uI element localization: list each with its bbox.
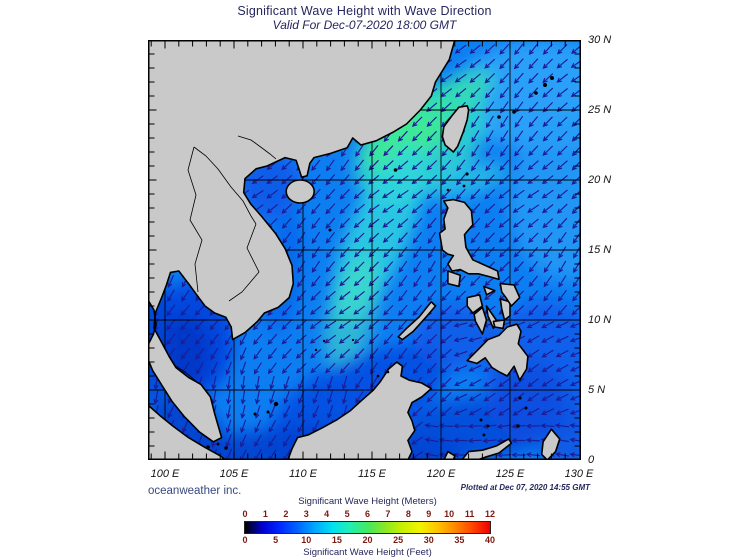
- island-hainan: [285, 179, 315, 204]
- land-masses: [147, 39, 561, 461]
- plotted-timestamp: Plotted at Dec 07, 2020 14:55 GMT: [460, 483, 590, 492]
- island-bohol: [492, 319, 506, 330]
- colorbar-tick: 30: [423, 535, 434, 545]
- colorbar-tick: 7: [385, 509, 391, 519]
- island-taiwan: [441, 105, 470, 153]
- colorbar-tick: 10: [301, 535, 312, 545]
- landmass-china-indochina-malay: [147, 39, 456, 443]
- lat-label: 10 N: [588, 314, 612, 326]
- colorbar-tick: 1: [262, 509, 268, 519]
- island-samar: [499, 282, 521, 307]
- colorbar-gradient: [244, 521, 491, 534]
- degree-ticks: [149, 41, 580, 459]
- colorbar-tick: 20: [362, 535, 373, 545]
- country-borders: [173, 135, 277, 382]
- island-mindoro: [447, 270, 462, 288]
- lon-label: 110 E: [289, 468, 317, 480]
- colorbar-tick: 0: [242, 535, 248, 545]
- map-frame: [148, 40, 581, 460]
- map-panel: [147, 39, 581, 461]
- lon-label: 105 E: [219, 468, 249, 480]
- island-panay: [466, 294, 484, 314]
- island-halmahera: [540, 428, 561, 461]
- island-mindanao: [466, 323, 529, 382]
- colorbar-tick: 12: [484, 509, 495, 519]
- lat-label: 25 N: [588, 104, 612, 116]
- colorbar-tick: 40: [484, 535, 495, 545]
- colorbar-meters-label: Significant Wave Height (Meters): [298, 496, 437, 507]
- small-island-specks: [206, 76, 554, 450]
- lat-label: 5 N: [588, 384, 606, 396]
- colorbar-tick: 8: [405, 509, 411, 519]
- colorbar-tick: 10: [444, 509, 455, 519]
- colorbar-tick: 11: [464, 509, 475, 519]
- colorbar-tick: 2: [283, 509, 289, 519]
- credit-text: oceanweather inc.: [148, 485, 242, 497]
- landmass-borneo: [287, 361, 433, 461]
- page-title: Significant Wave Height with Wave Direct…: [237, 4, 492, 18]
- lon-label: 130 E: [564, 468, 594, 480]
- lat-label: 20 N: [588, 174, 612, 186]
- colorbar-tick: 35: [454, 535, 465, 545]
- colorbar-tick: 9: [426, 509, 432, 519]
- colorbar-tick: 4: [324, 509, 330, 519]
- colorbar-tick: 6: [364, 509, 370, 519]
- lon-label: 125 E: [495, 468, 525, 480]
- lon-label: 100 E: [150, 468, 180, 480]
- lon-label: 115 E: [358, 468, 386, 480]
- valid-time-subtitle: Valid For Dec-07-2020 18:00 GMT: [272, 18, 457, 32]
- colorbar-tick: 15: [331, 535, 342, 545]
- island-masbate: [482, 285, 496, 296]
- lon-label: 120 E: [426, 468, 456, 480]
- lat-label: 15 N: [588, 244, 612, 256]
- lat-label: 30 N: [588, 34, 612, 46]
- colorbar-tick: 3: [303, 509, 309, 519]
- island-negros: [473, 306, 488, 335]
- wave-map: [147, 39, 581, 461]
- island-palawan: [397, 300, 437, 341]
- colorbar-feet-label: Significant Wave Height (Feet): [303, 547, 432, 558]
- lat-label: 0: [588, 454, 595, 466]
- colorbar-tick: 5: [344, 509, 350, 519]
- island-luzon: [438, 198, 500, 281]
- colorbar-tick: 25: [393, 535, 404, 545]
- colorbar-tick: 5: [273, 535, 279, 545]
- colorbar-tick: 0: [242, 509, 248, 519]
